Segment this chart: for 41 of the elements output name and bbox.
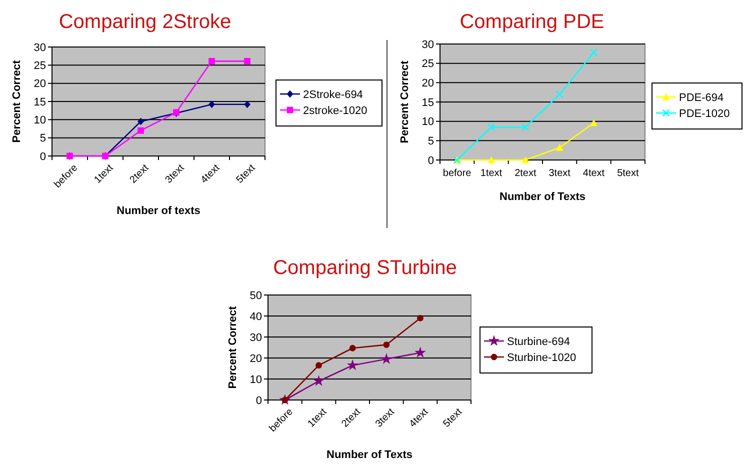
- y-tick-label: 25: [34, 60, 46, 72]
- x-axis-title: Number of texts: [116, 205, 200, 217]
- chart-title: Comparing PDE: [460, 11, 604, 33]
- x-tick-label: 3text: [548, 168, 571, 179]
- y-tick-label: 10: [34, 114, 46, 127]
- x-tick-label: 5text: [617, 168, 639, 179]
- chart-title: Comparing STurbine: [273, 257, 457, 279]
- legend-label: 2Stroke-694: [303, 88, 363, 101]
- y-tick-label: 30: [422, 38, 434, 51]
- chart-title: Comparing 2Stroke: [58, 11, 232, 33]
- legend-label: PDE-1020: [679, 108, 730, 120]
- y-tick-label: 5: [428, 136, 434, 148]
- legend-label: Sturbine-694: [507, 336, 570, 348]
- x-tick-label: 2text: [514, 168, 536, 179]
- x-tick-label: before: [442, 168, 472, 179]
- legend-label: 2stroke-1020: [303, 104, 368, 117]
- y-tick-label: 5: [40, 132, 46, 145]
- y-tick-label: 10: [250, 374, 262, 386]
- y-axis-title: Percent Correct: [399, 60, 411, 144]
- y-tick-label: 30: [34, 42, 46, 54]
- y-tick-label: 50: [250, 290, 262, 302]
- y-tick-label: 15: [34, 96, 46, 108]
- y-tick-label: 20: [422, 78, 434, 90]
- y-tick-label: 20: [250, 352, 262, 365]
- y-tick-label: 30: [250, 332, 262, 344]
- y-tick-label: 25: [422, 58, 434, 70]
- y-tick-label: 0: [40, 150, 46, 163]
- legend-label: Sturbine-1020: [507, 352, 576, 364]
- x-tick-label: 4text: [582, 168, 605, 179]
- y-axis-title: Percent Correct: [11, 60, 23, 143]
- legend-label: PDE-694: [679, 92, 724, 104]
- x-axis-title: Number of Texts: [500, 191, 586, 203]
- y-tick-label: 0: [256, 394, 262, 407]
- y-tick-label: 20: [34, 78, 46, 90]
- y-tick-label: 40: [250, 310, 262, 323]
- y-tick-label: 10: [422, 116, 434, 128]
- y-tick-label: 0: [428, 154, 434, 167]
- x-axis-title: Number of Texts: [326, 449, 412, 461]
- y-tick-label: 15: [422, 96, 434, 109]
- x-tick-label: 1text: [480, 168, 502, 179]
- y-axis-title: Percent Correct: [227, 306, 239, 389]
